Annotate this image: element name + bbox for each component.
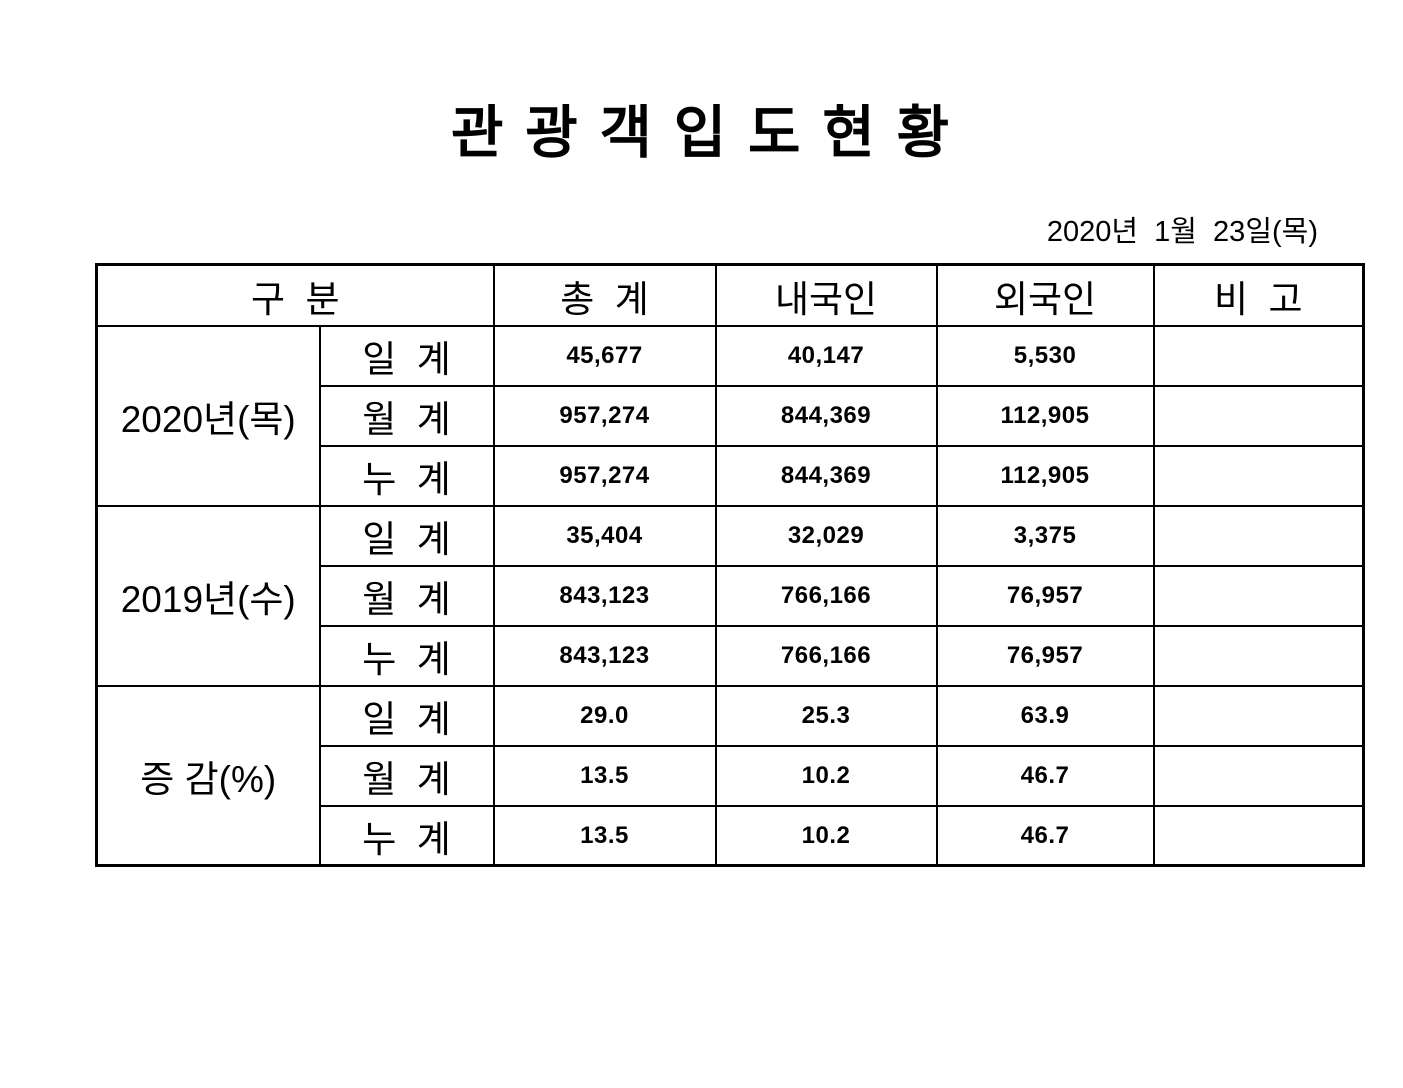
report-date: 2020년 1월 23일(목) bbox=[1046, 216, 1318, 249]
value-foreign: 76,957 bbox=[935, 624, 1155, 687]
value-foreign: 112,905 bbox=[935, 444, 1155, 507]
value-remarks bbox=[1152, 684, 1365, 747]
value-total: 843,123 bbox=[492, 624, 717, 687]
row-label-cumulative: 누 계 bbox=[318, 624, 495, 687]
group-label-2020: 2020년(목) bbox=[95, 324, 321, 507]
row-label-monthly: 월 계 bbox=[318, 384, 495, 447]
value-domestic: 766,166 bbox=[714, 624, 938, 687]
group-label-change-pct: 증 감(%) bbox=[95, 684, 321, 867]
document-page: 관 광 객 입 도 현 황 2020년 1월 23일(목) 구 분 총 계 내국… bbox=[0, 96, 1403, 1088]
value-foreign: 46.7 bbox=[935, 744, 1155, 807]
table-row: 월 계 843,123 766,166 76,957 bbox=[97, 564, 1365, 627]
table-row: 누 계 843,123 766,166 76,957 bbox=[97, 624, 1365, 687]
table-row: 월 계 957,274 844,369 112,905 bbox=[97, 384, 1365, 447]
value-foreign: 3,375 bbox=[935, 504, 1155, 567]
value-domestic: 40,147 bbox=[714, 324, 938, 387]
header-remarks: 비 고 bbox=[1152, 263, 1365, 327]
value-domestic: 32,029 bbox=[714, 504, 938, 567]
row-label-cumulative: 누 계 bbox=[318, 804, 495, 867]
row-label-daily: 일 계 bbox=[318, 684, 495, 747]
value-total: 13.5 bbox=[492, 804, 717, 867]
group-label-2019: 2019년(수) bbox=[95, 504, 321, 687]
value-total: 843,123 bbox=[492, 564, 717, 627]
row-label-monthly: 월 계 bbox=[318, 744, 495, 807]
table-row: 누 계 957,274 844,369 112,905 bbox=[97, 444, 1365, 507]
row-label-cumulative: 누 계 bbox=[318, 444, 495, 507]
header-category: 구 분 bbox=[95, 263, 495, 327]
value-total: 45,677 bbox=[492, 324, 717, 387]
value-foreign: 76,957 bbox=[935, 564, 1155, 627]
value-foreign: 5,530 bbox=[935, 324, 1155, 387]
value-total: 29.0 bbox=[492, 684, 717, 747]
header-domestic: 내국인 bbox=[714, 263, 938, 327]
value-foreign: 46.7 bbox=[935, 804, 1155, 867]
value-domestic: 10.2 bbox=[714, 744, 938, 807]
table-row: 2019년(수) 일 계 35,404 32,029 3,375 bbox=[95, 504, 1365, 687]
value-total: 35,404 bbox=[492, 504, 717, 567]
table-row: 2020년(목) 일 계 45,677 40,147 5,530 bbox=[95, 324, 1365, 507]
value-total: 13.5 bbox=[492, 744, 717, 807]
table-row: 월 계 13.5 10.2 46.7 bbox=[97, 744, 1365, 807]
value-remarks bbox=[1152, 504, 1365, 567]
value-domestic: 844,369 bbox=[714, 444, 938, 507]
table-header-row: 구 분 총 계 내국인 외국인 비 고 bbox=[95, 263, 1365, 327]
value-domestic: 25.3 bbox=[714, 684, 938, 747]
value-remarks bbox=[1152, 444, 1365, 507]
value-remarks bbox=[1152, 384, 1365, 447]
row-label-monthly: 월 계 bbox=[318, 564, 495, 627]
value-remarks bbox=[1152, 624, 1365, 687]
value-domestic: 766,166 bbox=[714, 564, 938, 627]
value-foreign: 63.9 bbox=[935, 684, 1155, 747]
value-total: 957,274 bbox=[492, 384, 717, 447]
table-row: 증 감(%) 일 계 29.0 25.3 63.9 bbox=[95, 684, 1365, 867]
row-label-daily: 일 계 bbox=[318, 504, 495, 567]
value-total: 957,274 bbox=[492, 444, 717, 507]
table-row: 누 계 13.5 10.2 46.7 bbox=[97, 804, 1365, 867]
value-foreign: 112,905 bbox=[935, 384, 1155, 447]
value-remarks bbox=[1152, 564, 1365, 627]
value-remarks bbox=[1152, 324, 1365, 387]
header-total: 총 계 bbox=[492, 263, 717, 327]
row-label-daily: 일 계 bbox=[318, 324, 495, 387]
value-domestic: 844,369 bbox=[714, 384, 938, 447]
page-title: 관 광 객 입 도 현 황 bbox=[450, 101, 953, 165]
value-remarks bbox=[1152, 744, 1365, 807]
value-domestic: 10.2 bbox=[714, 804, 938, 867]
value-remarks bbox=[1152, 804, 1365, 867]
tourist-arrival-table: 구 분 총 계 내국인 외국인 비 고 2020년(목) 일 계 45,677 … bbox=[95, 263, 1366, 868]
header-foreign: 외국인 bbox=[935, 263, 1155, 327]
